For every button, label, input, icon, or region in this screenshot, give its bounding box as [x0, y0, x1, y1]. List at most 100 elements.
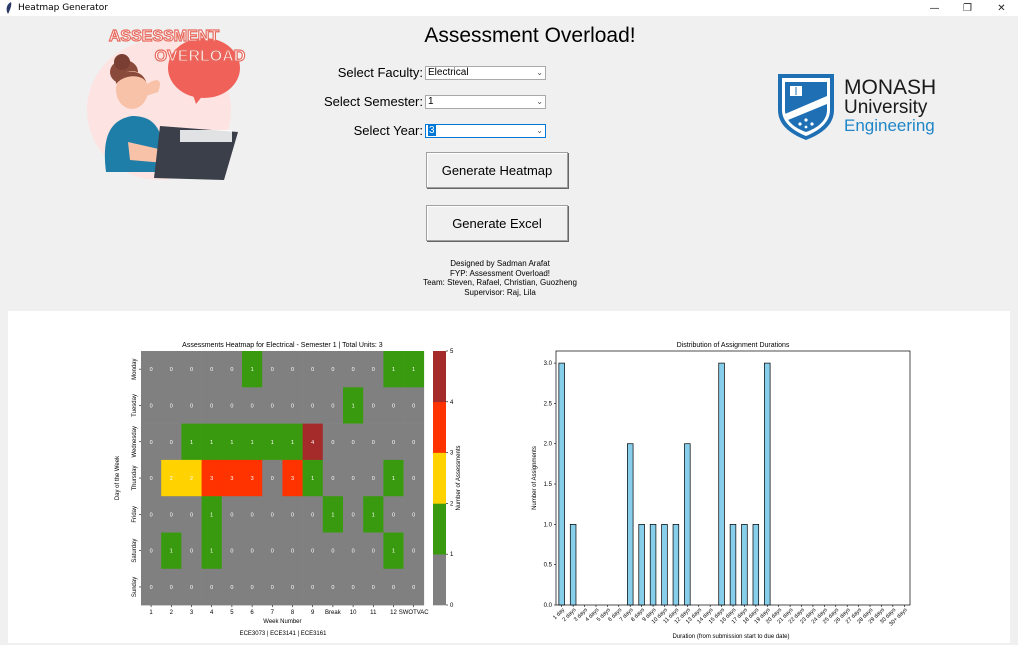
- heatmap-cell-label: 0: [412, 512, 415, 518]
- heatmap-cell-label: 0: [412, 549, 415, 555]
- heatmap-cell-label: 1: [392, 367, 395, 373]
- window-titlebar: Heatmap Generator — ❐ ✕: [0, 0, 1018, 16]
- heatmap-cell: [201, 532, 223, 570]
- heatmap-cell-label: 0: [412, 403, 415, 409]
- heatmap-cell-label: 0: [251, 549, 254, 555]
- heatmap-cell: [242, 532, 263, 570]
- heatmap-cell-label: 1: [412, 367, 415, 373]
- bar: [718, 362, 725, 606]
- bar: [627, 443, 634, 606]
- semester-select[interactable]: 1 ⌄: [425, 95, 546, 109]
- chevron-down-icon[interactable]: ⌄: [536, 68, 543, 77]
- heatmap-cell-label: 0: [190, 367, 193, 373]
- heatmap-cell: [302, 496, 324, 533]
- close-button[interactable]: ✕: [997, 2, 1006, 14]
- logo-word-assessment: ASSESSMENT: [109, 28, 219, 45]
- colorbar-tick-label: 5: [450, 349, 454, 355]
- heatmap-cell: [141, 459, 162, 497]
- restore-button[interactable]: ❐: [963, 2, 972, 14]
- heatmap-cell: [242, 423, 263, 461]
- heatmap-cell: [221, 387, 243, 424]
- heatmap-cell-label: 0: [271, 476, 274, 482]
- heatmap-cell: [242, 387, 263, 424]
- colorbar-tick-label: 1: [450, 552, 454, 558]
- heatmap-cell-label: 0: [210, 585, 213, 591]
- heatmap-cell-label: 0: [190, 549, 193, 555]
- heatmap-cell: [322, 496, 344, 533]
- heatmap-cell-label: 0: [271, 403, 274, 409]
- feather-icon: [6, 2, 12, 14]
- heatmap-cell: [242, 459, 263, 497]
- heatmap-cell: [302, 387, 324, 424]
- heatmap-cell: [141, 532, 162, 570]
- heatmap-cell: [322, 351, 344, 388]
- heatmap-cell: [262, 423, 283, 461]
- bar: [752, 524, 760, 606]
- chevron-down-icon[interactable]: ⌄: [536, 126, 543, 135]
- x-tick-label: 1: [149, 610, 153, 616]
- heatmap-cell-label: 0: [271, 512, 274, 518]
- year-label: Select Year:: [353, 123, 423, 138]
- heatmap-cell: [363, 568, 384, 606]
- heatmap-cell: [322, 568, 344, 606]
- heatmap-cell-label: 1: [251, 440, 254, 446]
- heatmap-cell: [383, 423, 404, 461]
- heatmap-cell-label: 0: [331, 476, 334, 482]
- generate-heatmap-button[interactable]: Generate Heatmap: [426, 152, 568, 188]
- heatmap-cell: [403, 351, 425, 388]
- heatmap-cell-label: 1: [291, 440, 294, 446]
- x-tick-label: 11: [370, 610, 377, 616]
- heatmap-cell-label: 0: [412, 585, 415, 591]
- bar: [569, 524, 577, 606]
- generate-excel-button[interactable]: Generate Excel: [426, 205, 568, 241]
- heatmap-cell: [363, 423, 384, 461]
- heatmap-cell-label: 0: [372, 403, 375, 409]
- x-tick-label: 12: [390, 610, 397, 616]
- heatmap-cell: [181, 387, 202, 424]
- heatmap-cell-label: 1: [210, 549, 213, 555]
- heatmap-cell-label: 0: [392, 440, 395, 446]
- heatmap-cell-label: 0: [412, 476, 415, 482]
- heatmap-cell-label: 0: [331, 403, 334, 409]
- heatmap-cell-label: 0: [331, 440, 334, 446]
- y-tick-label: 0.0: [544, 603, 553, 609]
- heatmap-ylabel: Day of the Week: [115, 455, 121, 500]
- heatmap-cell: [343, 532, 364, 570]
- semester-label: Select Semester:: [324, 94, 423, 109]
- heatmap-cell-label: 0: [311, 549, 314, 555]
- semester-value: 1: [428, 96, 434, 107]
- heatmap-cell-label: 0: [311, 367, 314, 373]
- heatmap-cell-label: 0: [170, 440, 173, 446]
- heatmap-cell: [383, 532, 404, 570]
- heatmap-cell-label: 0: [230, 549, 233, 555]
- heatmap-cell-label: 0: [372, 585, 375, 591]
- heatmap-cell-label: 0: [150, 585, 153, 591]
- faculty-select[interactable]: Electrical ⌄: [425, 66, 546, 80]
- minimize-button[interactable]: —: [929, 2, 940, 14]
- credits-team: Team: Steven, Rafael, Christian, Guozhen…: [423, 278, 577, 287]
- heatmap-cell: [181, 496, 202, 533]
- heatmap-cell: [262, 532, 283, 570]
- year-select[interactable]: 3 ⌄: [425, 124, 546, 138]
- heatmap-cell-label: 0: [150, 403, 153, 409]
- heatmap-cell-label: 0: [190, 512, 193, 518]
- heatmap-cell-label: 0: [150, 476, 153, 482]
- heatmap-cell: [242, 568, 263, 606]
- heatmap-cell: [282, 423, 303, 461]
- credits: Designed by Sadman Arafat FYP: Assessmen…: [400, 259, 600, 297]
- heatmap-cell: [141, 568, 162, 606]
- credits-designer: Designed by Sadman Arafat: [450, 259, 550, 268]
- heatmap-cell: [201, 568, 223, 606]
- heatmap-cell-label: 0: [170, 403, 173, 409]
- heatmap-cell-label: 0: [230, 367, 233, 373]
- heatmap-cell-label: 0: [392, 512, 395, 518]
- heatmap-cell-label: 0: [311, 403, 314, 409]
- heatmap-cell: [343, 496, 364, 533]
- faculty-label: Select Faculty:: [337, 65, 423, 80]
- heatmap-cell: [322, 423, 344, 461]
- heatmap-cell-label: 0: [352, 512, 355, 518]
- heatmap-cell-label: 0: [372, 440, 375, 446]
- chevron-down-icon[interactable]: ⌄: [536, 97, 543, 106]
- colorbar-tick-label: 0: [450, 603, 454, 609]
- heatmap-cell-label: 3: [210, 476, 213, 482]
